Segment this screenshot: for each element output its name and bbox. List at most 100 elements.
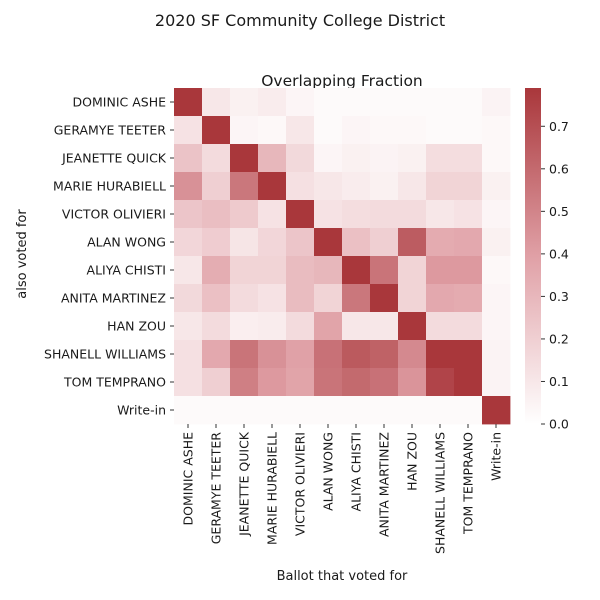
- heatmap-cell: [174, 396, 203, 425]
- heatmap-cell: [314, 144, 343, 173]
- heatmap-cell: [230, 340, 259, 369]
- y-tick-label: Write-in: [117, 403, 166, 418]
- y-tick-labels: DOMINIC ASHE GERAMYE TEETER JEANETTE QUICK…: [44, 95, 174, 418]
- heatmap-cell: [454, 116, 483, 145]
- y-tick-label: VICTOR OLIVIERI: [62, 207, 166, 222]
- heatmap-cell: [174, 312, 203, 341]
- heatmap-cell: [370, 144, 399, 173]
- heatmap-cell: [258, 396, 287, 425]
- heatmap-cell: [398, 88, 427, 117]
- heatmap-cell: [342, 256, 371, 285]
- heatmap-cell: [230, 116, 259, 145]
- y-tick-label: JEANETTE QUICK: [61, 151, 167, 166]
- heatmap-cell: [230, 144, 259, 173]
- heatmap-cell: [202, 172, 231, 201]
- x-tick-label: SHANELL WILLIAMS: [433, 432, 448, 554]
- heatmap-cell: [482, 396, 511, 425]
- heatmap-cell: [174, 340, 203, 369]
- heatmap-cell: [202, 228, 231, 257]
- heatmap-cell: [202, 200, 231, 229]
- heatmap-cell: [230, 172, 259, 201]
- heatmap-cell: [230, 368, 259, 397]
- heatmap-cell: [398, 144, 427, 173]
- heatmap-cell: [286, 368, 315, 397]
- heatmap-cell: [454, 144, 483, 173]
- heatmap-cell: [482, 200, 511, 229]
- heatmap-cell: [230, 396, 259, 425]
- heatmap-cell: [202, 396, 231, 425]
- x-tick-label: VICTOR OLIVIERI: [293, 432, 308, 536]
- heatmap-cell: [342, 116, 371, 145]
- heatmap-cell: [258, 340, 287, 369]
- heatmap-cell: [314, 340, 343, 369]
- heatmap-cell: [454, 284, 483, 313]
- heatmap-cell: [370, 340, 399, 369]
- heatmap-cell: [342, 340, 371, 369]
- heatmap-cell: [426, 144, 455, 173]
- heatmap-cell: [174, 88, 203, 117]
- heatmap-cell: [286, 200, 315, 229]
- heatmap-cell: [174, 144, 203, 173]
- heatmap-cell: [426, 256, 455, 285]
- x-tick-label: ALAN WONG: [321, 432, 336, 511]
- heatmap-cell: [258, 116, 287, 145]
- heatmap-cell: [286, 284, 315, 313]
- x-tick-label: GERAMYE TEETER: [209, 432, 224, 545]
- heatmap-cell: [202, 312, 231, 341]
- heatmap-cell: [174, 368, 203, 397]
- heatmap-cell: [370, 284, 399, 313]
- heatmap-cell: [314, 228, 343, 257]
- heatmap-cell: [174, 256, 203, 285]
- heatmap-cell: [370, 256, 399, 285]
- heatmap-cell: [174, 284, 203, 313]
- heatmap-cell: [370, 228, 399, 257]
- heatmap-cell: [174, 172, 203, 201]
- colorbar-tick-label: 0.0: [549, 417, 569, 432]
- heatmap-cell: [426, 396, 455, 425]
- heatmap-cell: [258, 200, 287, 229]
- x-axis-label: Ballot that voted for: [277, 569, 408, 584]
- heatmap-cell: [230, 88, 259, 117]
- colorbar-tick-label: 0.5: [549, 204, 569, 219]
- x-tick-label: HAN ZOU: [405, 432, 420, 491]
- heatmap-cell: [426, 172, 455, 201]
- heatmap-cell: [342, 172, 371, 201]
- heatmap-cell: [482, 340, 511, 369]
- colorbar-tick-label: 0.6: [549, 161, 569, 176]
- heatmap-cell: [258, 88, 287, 117]
- heatmap-cell: [314, 116, 343, 145]
- heatmap-cell: [174, 228, 203, 257]
- heatmap-cell: [174, 200, 203, 229]
- heatmap-cell: [202, 144, 231, 173]
- heatmap-cells: [174, 88, 511, 425]
- heatmap-cell: [482, 284, 511, 313]
- heatmap-cell: [426, 312, 455, 341]
- colorbar-tick-label: 0.7: [549, 119, 569, 134]
- y-tick-label: ALIYA CHISTI: [87, 263, 166, 278]
- heatmap-cell: [202, 284, 231, 313]
- x-tick-labels: DOMINIC ASHE GERAMYE TEETER JEANETTE QUICK…: [181, 424, 504, 554]
- colorbar-tick-label: 0.4: [549, 246, 569, 261]
- heatmap-cell: [286, 396, 315, 425]
- heatmap-cell: [314, 200, 343, 229]
- heatmap-cell: [482, 368, 511, 397]
- heatmap-cell: [342, 284, 371, 313]
- heatmap-cell: [286, 172, 315, 201]
- x-tick-label: MARIE HURABIELL: [265, 432, 280, 545]
- heatmap-cell: [398, 228, 427, 257]
- y-tick-label: MARIE HURABIELL: [53, 179, 166, 194]
- colorbar-tick-label: 0.3: [549, 289, 569, 304]
- heatmap-cell: [286, 144, 315, 173]
- heatmap-cell: [174, 116, 203, 145]
- heatmap-cell: [314, 396, 343, 425]
- y-tick-label: TOM TEMPRANO: [63, 375, 166, 390]
- heatmap-cell: [398, 368, 427, 397]
- x-tick-label: DOMINIC ASHE: [181, 432, 196, 526]
- heatmap-cell: [454, 340, 483, 369]
- heatmap-cell: [454, 200, 483, 229]
- colorbar-tick-label: 0.1: [549, 374, 569, 389]
- y-tick-label: DOMINIC ASHE: [73, 95, 167, 110]
- heatmap-cell: [202, 340, 231, 369]
- heatmap-cell: [230, 312, 259, 341]
- heatmap-cell: [314, 256, 343, 285]
